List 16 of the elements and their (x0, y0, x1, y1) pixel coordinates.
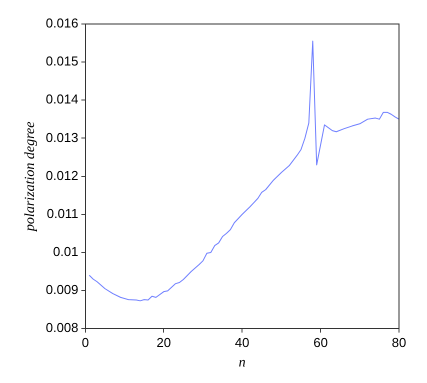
y-tick-label: 0.008 (46, 320, 78, 336)
x-tick-label: 60 (313, 334, 328, 350)
y-axis-title: polarization degree (23, 122, 38, 232)
y-tick-label: 0.012 (46, 168, 78, 183)
x-tick-label: 0 (82, 334, 89, 350)
x-tick-label: 80 (392, 334, 406, 350)
y-tick-label: 0.011 (46, 206, 78, 221)
y-tick-label: 0.015 (46, 54, 78, 69)
y-tick-label: 0.016 (46, 16, 78, 31)
y-tick-label: 0.014 (46, 92, 78, 107)
x-tick-label: 20 (156, 334, 171, 350)
x-axis-title: n (238, 355, 246, 370)
y-tick-label: 0.01 (53, 244, 78, 260)
x-tick-label: 40 (234, 334, 250, 350)
y-tick-label: 0.009 (46, 282, 78, 298)
y-tick-label: 0.013 (46, 130, 78, 145)
